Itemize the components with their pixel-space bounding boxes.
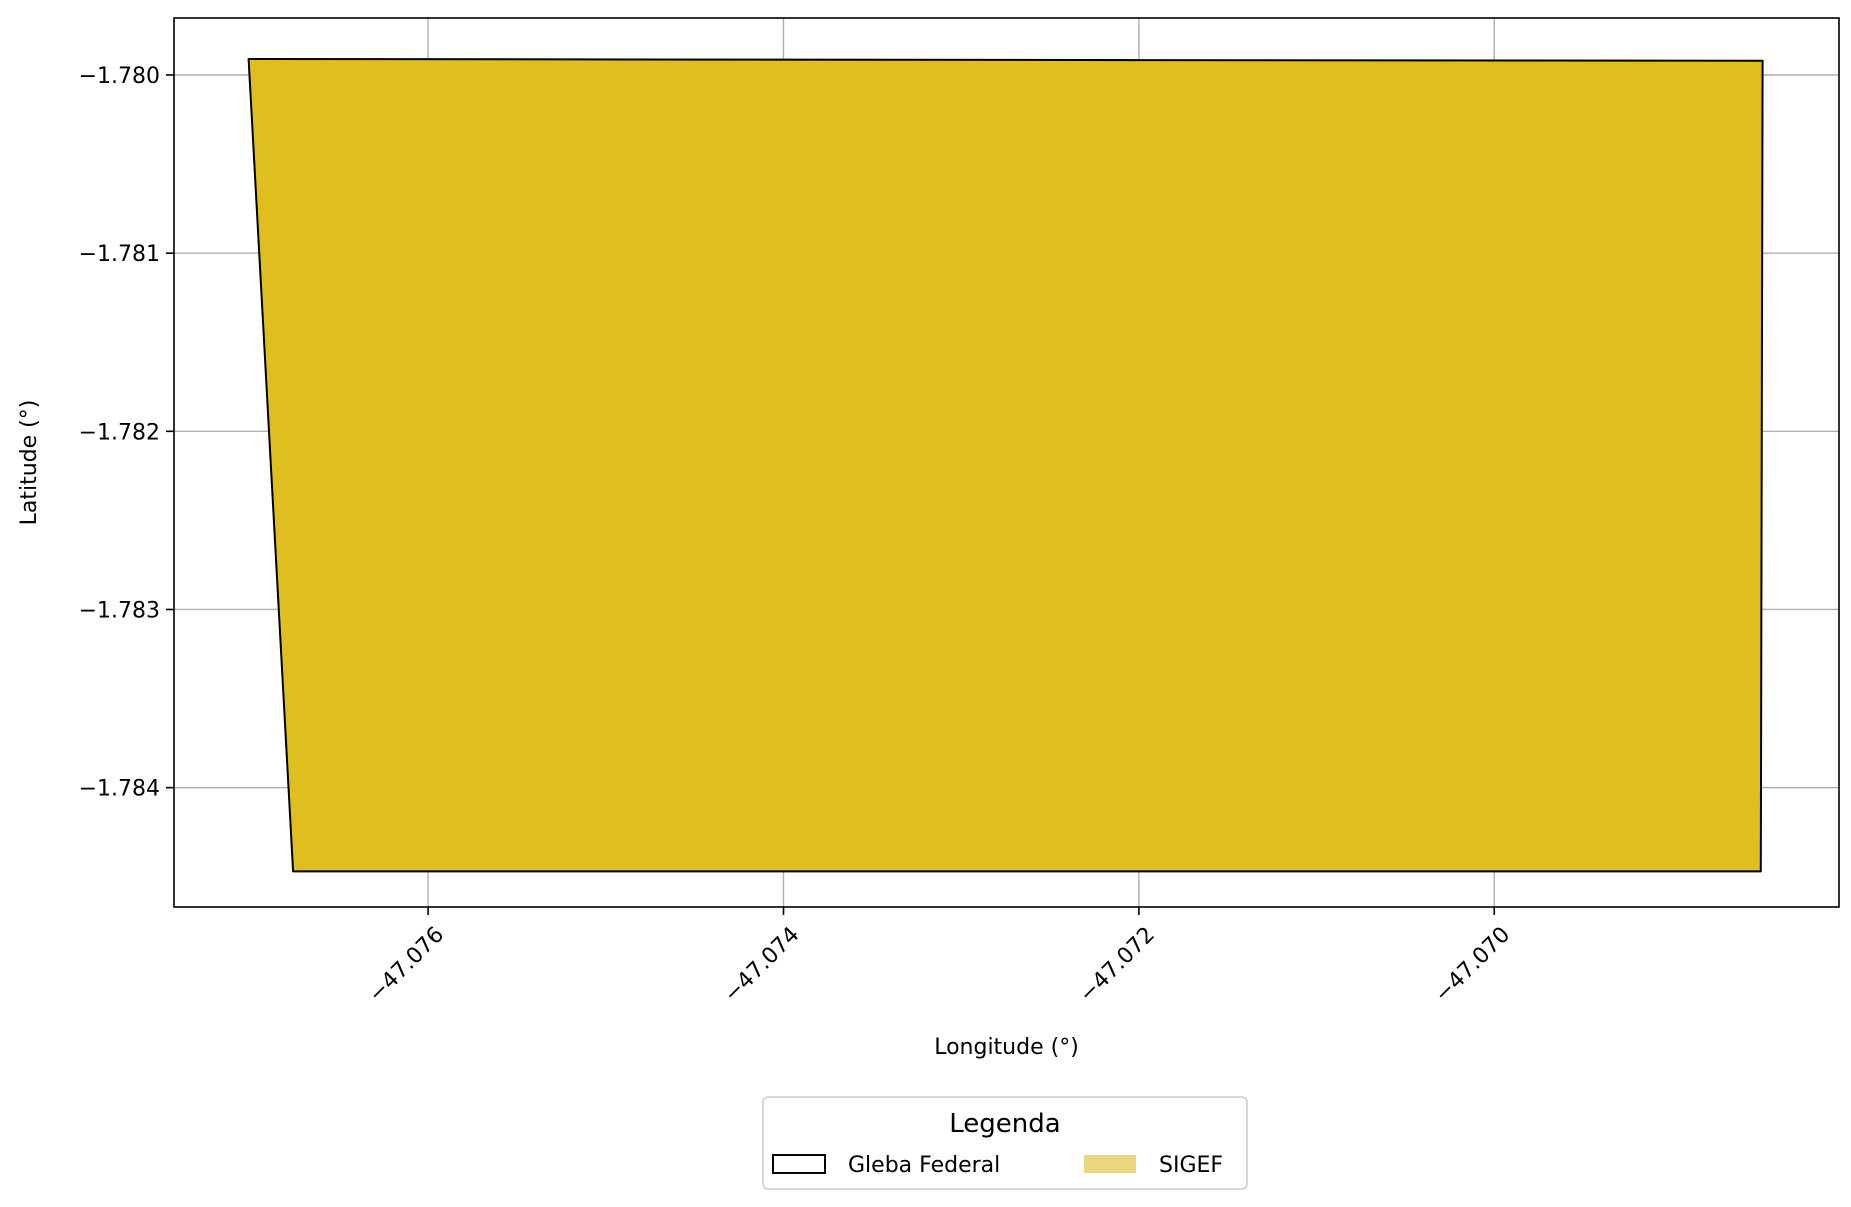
x-tick-label: −47.076 (364, 922, 449, 1007)
y-axis-label: Latitude (°) (17, 400, 42, 526)
legend-swatch-gleba-federal (772, 1154, 826, 1174)
y-tick-label: −1.784 (79, 777, 160, 802)
x-tick-label: −47.070 (1430, 922, 1515, 1007)
x-tick-label: −47.074 (719, 922, 804, 1007)
y-tick-label: −1.782 (79, 420, 160, 445)
plot-area-frame (173, 17, 1840, 908)
x-axis-ticks: −47.076 −47.074 −47.072 −47.070 (364, 907, 1515, 1007)
x-axis-label: Longitude (°) (934, 1035, 1079, 1060)
y-tick-label: −1.783 (79, 598, 160, 623)
legend: Legenda Gleba Federal SIGEF (762, 1096, 1248, 1190)
x-tick-label: −47.072 (1075, 922, 1160, 1007)
legend-label-sigef: SIGEF (1159, 1153, 1223, 1178)
legend-swatch-sigef (1084, 1155, 1136, 1173)
y-tick-label: −1.780 (79, 64, 160, 89)
legend-title: Legenda (949, 1109, 1060, 1139)
sigef-polygon (247, 58, 1764, 873)
y-axis-ticks: −1.780 −1.781 −1.782 −1.783 −1.784 (79, 64, 174, 802)
legend-label-gleba-federal: Gleba Federal (848, 1153, 1000, 1178)
y-tick-label: −1.781 (79, 242, 160, 267)
